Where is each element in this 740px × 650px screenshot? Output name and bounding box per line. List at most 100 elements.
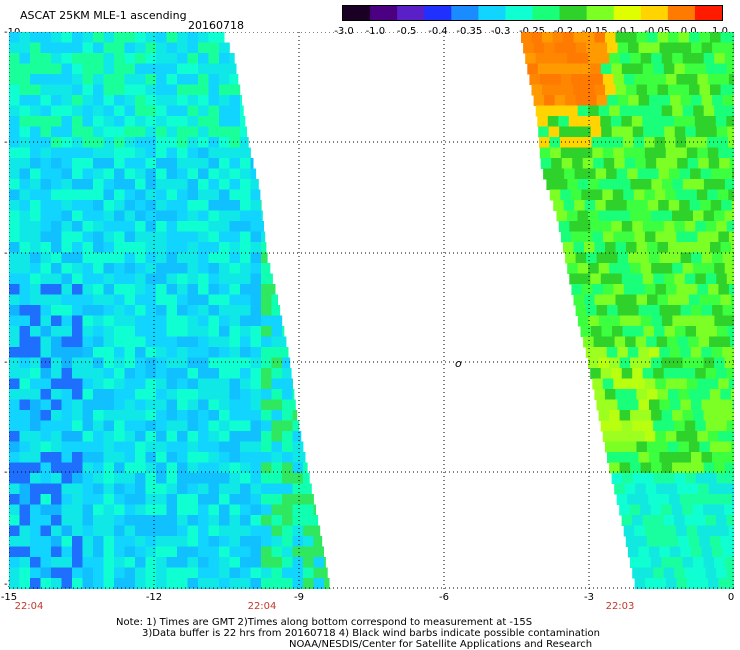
wind-cell <box>51 273 62 285</box>
wind-cell <box>30 536 41 547</box>
wind-cell <box>634 431 646 442</box>
wind-cell <box>609 105 621 117</box>
wind-cell <box>292 525 304 537</box>
wind-cell <box>72 74 83 85</box>
wind-cell <box>571 284 583 295</box>
wind-cell <box>240 305 251 316</box>
wind-cell <box>676 578 688 589</box>
wind-cell <box>40 231 52 243</box>
wind-cell <box>612 189 624 201</box>
wind-cell <box>596 42 608 54</box>
wind-cell <box>271 473 283 484</box>
wind-cell <box>135 347 146 358</box>
wind-cell <box>61 420 73 432</box>
wind-cell <box>198 504 209 516</box>
wind-cell <box>145 263 157 274</box>
wind-cell <box>40 168 52 180</box>
wind-cell <box>261 578 272 589</box>
wind-cell <box>676 431 688 442</box>
wind-cell <box>51 147 62 159</box>
wind-cell <box>229 105 241 117</box>
wind-cell <box>135 462 146 474</box>
wind-cell <box>145 147 157 159</box>
wind-cell <box>596 347 608 358</box>
wind-cell <box>634 147 646 159</box>
wind-cell <box>93 42 104 54</box>
wind-cell <box>240 525 251 537</box>
wind-cell <box>51 441 62 453</box>
wind-cell <box>292 399 296 411</box>
wind-cell <box>229 431 241 442</box>
wind-cell <box>644 74 656 85</box>
wind-cell <box>668 200 680 211</box>
wind-cell <box>303 483 312 495</box>
wind-cell <box>653 126 665 138</box>
wind-cell <box>733 42 734 54</box>
wind-cell <box>61 189 73 201</box>
wind-cell <box>30 137 41 148</box>
wind-cell <box>198 126 209 138</box>
wind-cell <box>250 431 262 442</box>
wind-cell <box>19 378 31 390</box>
wind-cell <box>208 147 220 159</box>
wind-cell <box>61 32 73 43</box>
wind-cell <box>19 32 31 43</box>
wind-cell <box>240 588 251 589</box>
wind-cell <box>716 567 728 579</box>
wind-cell <box>699 441 711 453</box>
wind-cell <box>156 473 167 484</box>
wind-cell <box>695 63 707 75</box>
wind-cell <box>558 116 570 127</box>
wind-cell <box>219 53 230 64</box>
wind-cell <box>177 53 188 64</box>
pass-time-label: 22:04 <box>247 601 277 612</box>
wind-cell <box>93 315 104 327</box>
wind-cell <box>9 84 20 96</box>
wind-cell <box>229 242 241 253</box>
wind-cell <box>208 32 220 43</box>
wind-cell <box>282 357 291 369</box>
wind-cell <box>628 399 639 411</box>
wind-cell <box>135 315 146 327</box>
wind-cell <box>30 32 41 43</box>
wind-cell <box>719 158 731 169</box>
wind-cell <box>313 557 325 568</box>
wind-cell <box>619 179 631 190</box>
wind-cell <box>82 200 94 211</box>
wind-cell <box>675 189 687 201</box>
wind-cell <box>40 504 52 516</box>
wind-cell <box>699 588 711 589</box>
wind-cell <box>135 95 146 106</box>
wind-cell <box>240 126 247 138</box>
wind-cell <box>219 462 230 474</box>
wind-cell <box>156 441 167 453</box>
wind-cell <box>40 189 52 201</box>
wind-cell <box>135 494 146 505</box>
wind-cell <box>282 452 293 463</box>
wind-cell <box>135 567 146 579</box>
wind-cell <box>30 525 41 537</box>
wind-cell <box>187 588 199 589</box>
wind-cell <box>282 546 293 558</box>
wind-cell <box>51 63 62 75</box>
wind-cell <box>634 284 646 295</box>
wind-cell <box>727 326 734 337</box>
wind-cell <box>72 63 83 75</box>
wind-cell <box>682 504 694 516</box>
wind-cell <box>250 578 262 589</box>
wind-cell <box>103 263 115 274</box>
wind-cell <box>166 410 178 421</box>
wind-cell <box>695 473 707 484</box>
wind-cell <box>51 42 62 54</box>
wind-cell <box>673 116 685 127</box>
wind-cell <box>601 326 613 337</box>
wind-cell <box>611 420 623 432</box>
wind-cell <box>156 221 167 232</box>
wind-cell <box>712 42 724 54</box>
wind-cell <box>548 126 560 138</box>
wind-cell <box>51 126 62 138</box>
wind-cell <box>636 441 648 453</box>
wind-cell <box>626 294 637 306</box>
wind-cell <box>219 158 230 169</box>
wind-cell <box>689 242 700 253</box>
